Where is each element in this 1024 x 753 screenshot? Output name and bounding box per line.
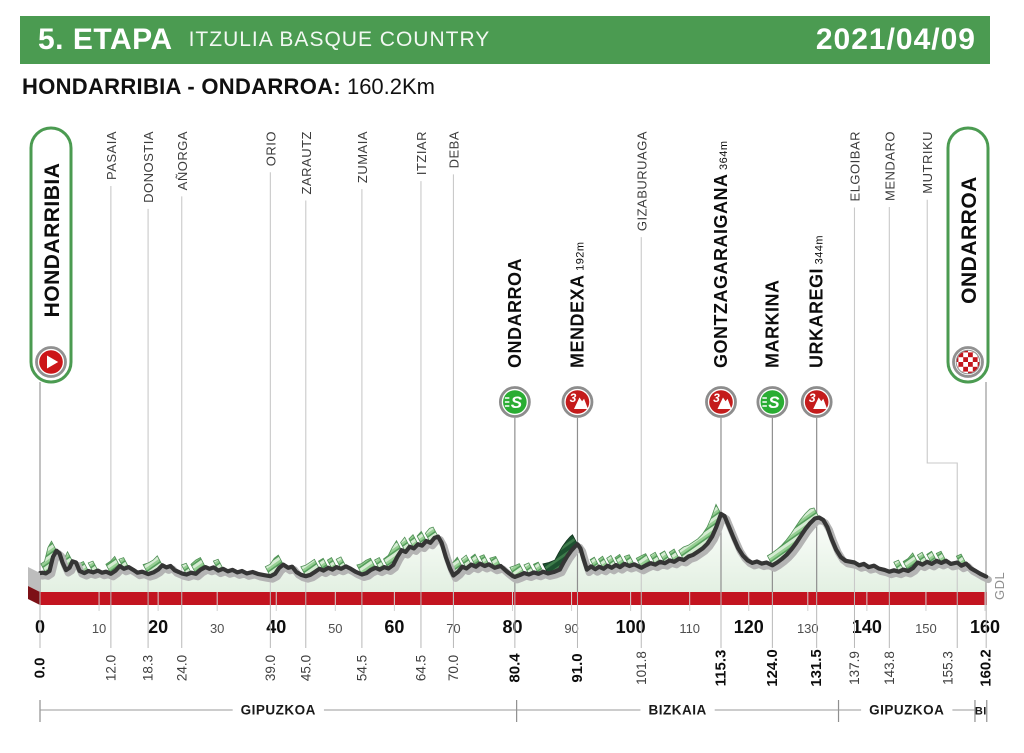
waypoint-km-label: 131.5 <box>808 649 825 687</box>
cat3-climb-icon: 3 <box>561 386 594 418</box>
region-label-GIPUZKOA: GIPUZKOA <box>869 703 944 718</box>
play-icon <box>47 355 59 369</box>
waypoint-km-label: 64.5 <box>413 655 428 681</box>
route-title: HONDARRIBIA - ONDARROA: 160.2Km <box>22 74 435 100</box>
stage-number-label: 5. ETAPA <box>38 23 173 56</box>
profile-left-face <box>28 567 40 592</box>
waypoint-label-ITZIAR: ITZIAR <box>414 131 429 175</box>
axis-tick-label: 60 <box>384 617 404 637</box>
axis-tick-label: 40 <box>266 617 286 637</box>
axis-tick-label: 90 <box>564 621 578 636</box>
waypoint-label-MARKINA: MARKINA <box>762 280 782 369</box>
axis-tick-label: 10 <box>92 621 106 636</box>
waypoint-km-label: 155.3 <box>941 651 956 685</box>
region-label-GIPUZKOA: GIPUZKOA <box>241 703 316 718</box>
sprint-icon: S <box>756 386 789 418</box>
waypoint-km-label: 18.3 <box>141 655 156 681</box>
waypoint-km-label: 137.9 <box>847 651 862 685</box>
finish-icon <box>952 346 984 378</box>
axis-tick-label: 20 <box>148 617 168 637</box>
waypoint-km-label: 24.0 <box>174 655 189 681</box>
waypoint-km-label: 143.8 <box>882 651 897 685</box>
profile-outline-shadow <box>38 513 992 584</box>
waypoint-km-label: 45.0 <box>298 655 313 681</box>
waypoint-km-label: 39.0 <box>263 655 278 681</box>
waypoint-km-label: 80.4 <box>506 653 523 683</box>
waypoint-label-DEBA: DEBA <box>446 131 461 168</box>
profile-outline-layer <box>37 511 992 584</box>
waypoint-km-label: 160.2 <box>978 649 995 687</box>
svg-text:3: 3 <box>713 391 720 405</box>
axis-tick-label: 30 <box>210 621 224 636</box>
region-label-BI: BI <box>975 706 987 718</box>
mountain-glyph <box>717 397 732 409</box>
stage-banner: 5. ETAPA ITZULIA BASQUE COUNTRY 2021/04/… <box>20 16 990 64</box>
waypoint-label-ONDARROA: ONDARROA <box>505 258 525 368</box>
axis-tick-label: 150 <box>915 621 937 636</box>
waypoint-km-label: 101.8 <box>634 651 649 685</box>
waypoint-km-label: 115.3 <box>712 650 729 687</box>
waypoint-label-GIZABURUAGA: GIZABURUAGA <box>634 131 649 231</box>
race-name-label: ITZULIA BASQUE COUNTRY <box>188 28 491 51</box>
axis-tick-label: 140 <box>852 617 882 637</box>
svg-text:S: S <box>768 393 780 412</box>
waypoint-label-DONOSTIA: DONOSTIA <box>141 131 156 203</box>
cat3-climb-icon: 3 <box>705 386 737 418</box>
waypoint-label-HONDARRIBIA: HONDARRIBIA <box>41 163 64 318</box>
finish-pill <box>946 126 990 384</box>
axis-tick-label: 110 <box>679 621 700 636</box>
waypoint-label-URKAREGI: URKAREGI 344m <box>807 235 827 368</box>
checkered-flag-icon <box>956 350 980 374</box>
axis-tick-label: 80 <box>502 617 522 637</box>
waypoint-label-MENDEXA: MENDEXA 192m <box>567 241 587 368</box>
start-icon <box>35 346 67 378</box>
waypoint-km-label: 70.0 <box>446 655 461 681</box>
axis-tick-label: 100 <box>616 617 646 637</box>
waypoint-label-PASAIA: PASAIA <box>104 131 119 180</box>
waypoint-km-label: 12.0 <box>103 655 118 681</box>
mountain-glyph <box>573 397 588 409</box>
waypoint-label-ZARAUTZ: ZARAUTZ <box>299 131 314 194</box>
waypoint-lines-layer <box>39 172 987 592</box>
svg-text:S: S <box>511 393 523 412</box>
author-watermark: GDL <box>992 572 1007 600</box>
profile-outline <box>37 511 989 580</box>
waypoint-label-GONTZAGARAIGANA: GONTZAGARAIGANA 364m <box>711 140 731 368</box>
mountain-glyph <box>813 397 828 409</box>
region-label-BIZKAIA: BIZKAIA <box>648 703 706 718</box>
waypoint-label-MENDARO: MENDARO <box>882 131 897 201</box>
labels-layer: HONDARRIBIA PASAIA DONOSTIA AÑORGA ORIO ZARAU… <box>29 126 1007 600</box>
waypoint-label-ELGOIBAR: ELGOIBAR <box>847 131 862 201</box>
waypoint-km-label: 54.5 <box>354 655 369 681</box>
route-distance-label: 160.2Km <box>346 74 436 99</box>
axis-layer: 0 10 20 30 40 50 60 70 80 90 100 110 120 130 140 150 160… <box>32 592 1000 722</box>
waypoint-label-ONDARROA: ONDARROA <box>958 176 981 304</box>
start-pill <box>29 126 73 384</box>
waypoint-label-MUTRIKU: MUTRIKU <box>920 131 935 194</box>
sprint-icon: S <box>498 386 531 418</box>
waypoint-label-ZUMAIA: ZUMAIA <box>355 131 370 183</box>
route-cities-label: HONDARRIBIA - ONDARROA: <box>22 74 341 99</box>
svg-text:3: 3 <box>809 391 816 405</box>
axis-tick-label: 120 <box>734 617 764 637</box>
svg-text:3: 3 <box>570 391 577 405</box>
stage-date-label: 2021/04/09 <box>815 23 976 56</box>
waypoint-km-label: 124.0 <box>764 649 781 687</box>
axis-tick-label: 50 <box>328 621 342 636</box>
waypoint-km-label: 91.0 <box>569 653 586 682</box>
waypoint-km-label: 0.0 <box>32 658 49 679</box>
waypoint-label-AÑORGA: AÑORGA <box>175 131 190 190</box>
waypoint-label-ORIO: ORIO <box>263 131 278 166</box>
axis-tick-label: 160 <box>970 617 1000 637</box>
axis-tick-label: 130 <box>797 621 819 636</box>
red-bar-left-face <box>28 586 40 605</box>
cat3-climb-icon: 3 <box>800 386 833 418</box>
waypoint-line-MUTRIKU <box>926 199 958 592</box>
